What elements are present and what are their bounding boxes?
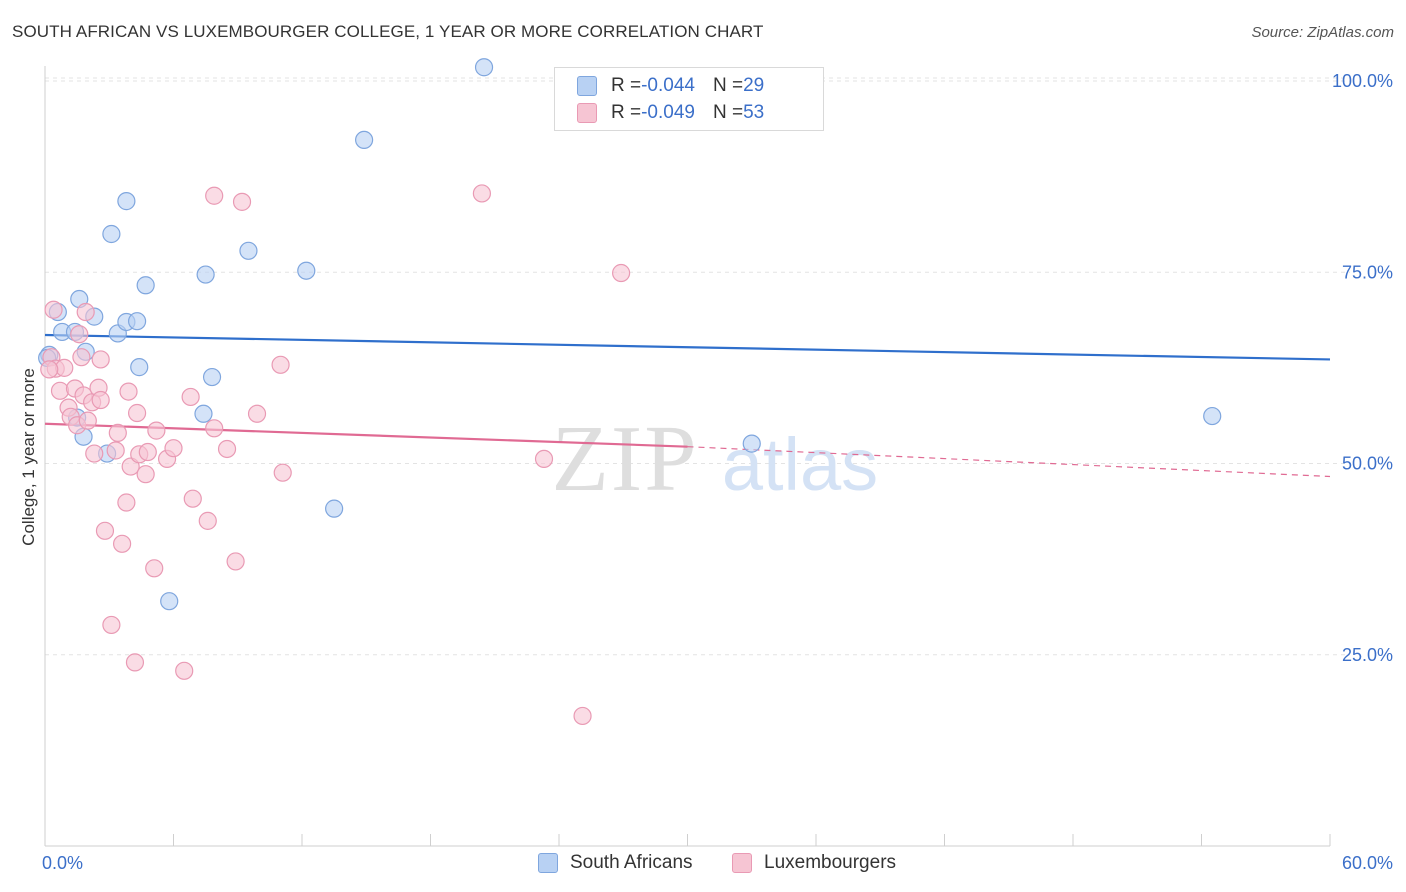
y-tick-label: 25.0% <box>1342 645 1393 665</box>
x-tick-label: 0.0% <box>42 853 83 873</box>
luxembourger-point <box>232 192 252 211</box>
south-african-point <box>742 434 761 453</box>
luxembourger-point <box>91 350 110 369</box>
south-african-point <box>160 592 179 611</box>
luxembourger-point <box>472 184 491 203</box>
south-african-point <box>102 224 121 244</box>
watermark: ZIP atlas <box>552 407 879 511</box>
luxembourger-point <box>138 442 157 462</box>
r-value: -0.044 <box>641 75 695 96</box>
legend-item-south-africans[interactable]: South Africans <box>538 852 693 874</box>
south-african-point <box>239 241 258 260</box>
luxembourger-point <box>205 419 224 438</box>
luxembourger-point <box>534 449 554 469</box>
luxembourger-point <box>91 390 110 410</box>
luxembourger-point <box>70 325 89 344</box>
axes <box>44 66 1331 847</box>
tick-labels: 25.0% 50.0% 75.0% 100.0% 0.0% 60.0% <box>42 71 1393 873</box>
luxembourger-point <box>112 534 132 553</box>
south-african-point <box>196 265 215 284</box>
r-label: R = <box>611 75 642 96</box>
luxembourger-point <box>44 300 63 319</box>
luxembourger-point <box>108 423 127 442</box>
r-label: R = <box>611 102 642 123</box>
luxembourger-point <box>55 358 74 377</box>
pink-swatch <box>732 853 752 873</box>
watermark-zip: ZIP <box>552 407 699 511</box>
luxembourger-point <box>164 439 183 458</box>
watermark-atlas: atlas <box>722 423 878 506</box>
luxembourger-point <box>226 552 245 571</box>
source-label: Source: ZipAtlas.com <box>1251 24 1394 41</box>
luxembourger-point <box>117 493 136 512</box>
luxembourger-point <box>175 661 194 680</box>
south-african-point <box>194 404 213 423</box>
south-african-trend <box>44 333 1331 361</box>
luxembourger-point <box>612 263 631 283</box>
data-points <box>38 58 1222 726</box>
legend-item-luxembourgers[interactable]: Luxembourgers <box>732 852 896 874</box>
south-african-point <box>130 358 149 377</box>
luxembourger-point <box>273 463 292 482</box>
x-tick-label: 60.0% <box>1342 853 1393 873</box>
south-african-point <box>136 276 155 295</box>
south-african-point <box>297 261 316 280</box>
south-african-point <box>1203 406 1222 426</box>
luxembourger-point <box>76 302 95 322</box>
n-label: N = <box>712 102 744 123</box>
legend-label: Luxembourgers <box>764 852 897 873</box>
blue-swatch <box>577 76 597 96</box>
luxembourger-point <box>95 521 115 540</box>
luxembourger-point <box>106 441 125 460</box>
luxembourger-trend-extension <box>687 446 1331 478</box>
n-label: N = <box>712 75 744 96</box>
south-african-point <box>202 367 222 387</box>
legend-label: South Africans <box>570 852 693 873</box>
luxembourger-point <box>183 489 202 508</box>
pink-swatch <box>577 103 597 123</box>
luxembourger-point <box>573 706 592 726</box>
luxembourger-point <box>50 381 70 400</box>
gridlines <box>45 77 1350 656</box>
south-african-point <box>355 130 374 150</box>
south-african-point <box>117 192 136 211</box>
luxembourger-point <box>78 411 97 430</box>
luxembourger-point <box>72 348 91 367</box>
south-african-point <box>127 312 147 331</box>
legend-row-south-africans: R = -0.044 N = 29 <box>577 74 764 98</box>
luxembourger-point <box>247 404 267 423</box>
luxembourger-point <box>205 186 224 205</box>
chart-title: SOUTH AFRICAN VS LUXEMBOURGER COLLEGE, 1… <box>12 22 764 41</box>
luxembourger-point <box>217 439 237 459</box>
luxembourger-point <box>198 511 217 530</box>
y-tick-label: 50.0% <box>1342 454 1393 474</box>
luxembourger-point <box>119 382 138 401</box>
n-value: 29 <box>743 75 765 96</box>
luxembourger-point <box>145 559 164 578</box>
luxembourger-point <box>127 403 147 423</box>
y-axis-label: College, 1 year or more <box>19 368 38 546</box>
y-tick-label: 100.0% <box>1332 71 1393 91</box>
south-african-point <box>325 499 344 518</box>
luxembourger-point <box>102 615 121 635</box>
luxembourger-point <box>147 421 166 440</box>
r-value: -0.049 <box>641 102 695 123</box>
n-value: 53 <box>743 102 765 123</box>
y-tick-label: 75.0% <box>1342 262 1393 282</box>
luxembourger-point <box>40 360 59 379</box>
luxembourger-point <box>181 387 200 407</box>
blue-swatch <box>538 853 558 873</box>
luxembourger-point <box>85 444 104 463</box>
luxembourger-point <box>136 465 155 484</box>
correlation-legend: R = -0.044 N = 29 R = -0.049 N = 53 <box>554 67 824 131</box>
legend-row-luxembourgers: R = -0.049 N = 53 <box>577 101 764 125</box>
luxembourger-point <box>125 653 145 672</box>
luxembourger-point <box>271 355 290 374</box>
south-african-point <box>474 58 494 77</box>
